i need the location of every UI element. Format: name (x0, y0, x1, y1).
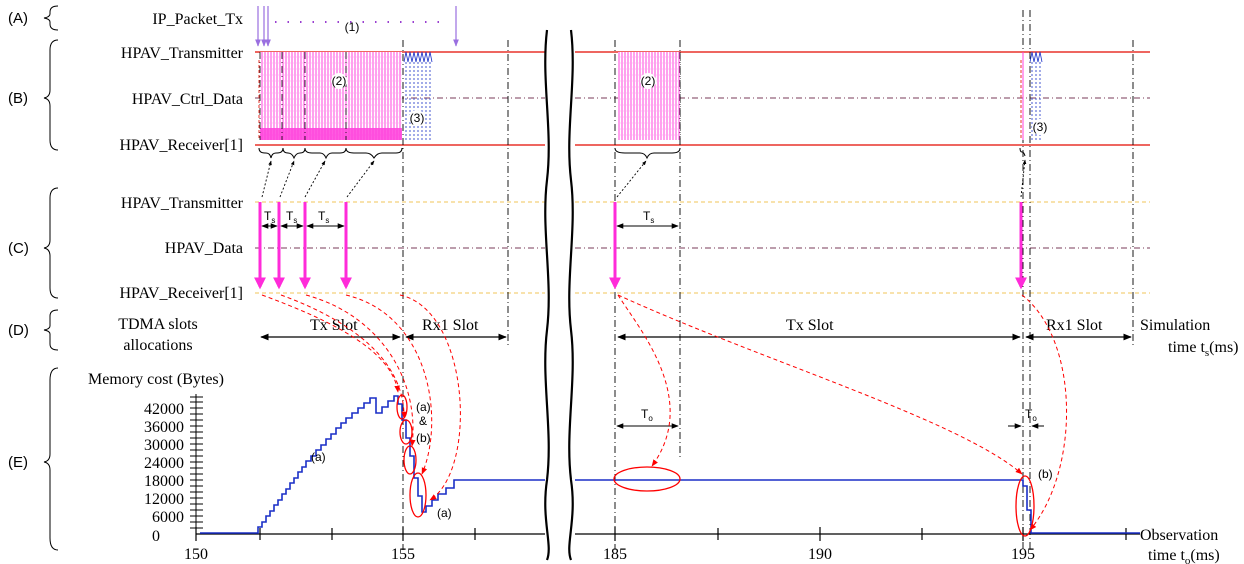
segment-braces (258, 147, 1026, 160)
lane-label-b-transmitter: HPAV_Transmitter (121, 45, 244, 62)
sim-time-line2: time ts(ms) (1168, 339, 1239, 359)
ts-label-3: Ts (318, 209, 329, 225)
ellipse-low (409, 472, 427, 518)
ip-packet-arrivals (255, 6, 459, 47)
label-a-upper: (a) (416, 400, 431, 414)
ts-label-2: Ts (286, 209, 297, 225)
marker-3-right-bg (1032, 119, 1048, 135)
label-a-ramp: (a) (311, 450, 326, 464)
marker-3-right: (3) (1033, 120, 1048, 134)
slot-label-rx-2: Rx1 Slot (1046, 317, 1103, 334)
marker-1: (1) (345, 20, 360, 34)
lane-label-c-data: HPAV_Data (165, 240, 243, 257)
mapping-curves (261, 294, 1068, 531)
highlight-ellipses (396, 394, 1035, 537)
x-tick-190: 190 (808, 546, 832, 563)
lane-label-c-receiver: HPAV_Receiver[1] (119, 285, 243, 302)
lane-label-b-receiver: HPAV_Receiver[1] (119, 137, 243, 154)
break-line-left (544, 29, 550, 561)
marker-2-left-bg (331, 73, 347, 89)
x-tick-150: 150 (184, 546, 208, 563)
marker-3-left: (3) (410, 111, 425, 125)
lane-label-c-transmitter: HPAV_Transmitter (121, 195, 244, 212)
slot-label-tx-2: Tx Slot (786, 317, 834, 334)
y-tick-0: 0 (152, 528, 160, 545)
obs-time-line2: time to(ms) (1148, 547, 1220, 564)
group-braces (43, 5, 59, 551)
y-tick-42000: 42000 (144, 401, 184, 418)
marker-2-left: (2) (332, 74, 347, 88)
ellipse-mid-1 (399, 419, 413, 445)
label-a-lower: (a) (437, 506, 452, 520)
group-label-c: (C) (8, 240, 29, 257)
label-amp: & (419, 414, 427, 428)
memory-y-axis (190, 394, 203, 534)
y-tick-18000: 18000 (144, 473, 184, 490)
y-tick-6000: 6000 (152, 509, 184, 526)
ts-label-1: Ts (264, 209, 275, 225)
memory-curve (200, 395, 545, 534)
lane-label-tdma-2: allocations (123, 337, 192, 354)
brace-links (261, 159, 1027, 198)
to-label-2: To (1025, 407, 1037, 423)
group-label-d: (D) (8, 322, 29, 339)
marker-2-right: (2) (641, 74, 656, 88)
ack-arrows-left (403, 51, 433, 140)
break-line-right (568, 29, 574, 561)
b-transmission-blocks (259, 52, 1024, 140)
y-tick-24000: 24000 (144, 455, 184, 472)
x-tick-195: 195 (1011, 546, 1035, 563)
lane-label-b-ctrl-data: HPAV_Ctrl_Data (132, 91, 243, 108)
group-label-b: (B) (8, 90, 28, 107)
slot-label-rx-1: Rx1 Slot (422, 317, 479, 334)
x-tick-labels: 150 155 185 190 195 (184, 546, 1035, 563)
y-tick-labels: 42000 36000 30000 24000 18000 12000 6000… (144, 401, 184, 545)
to-label-1: To (641, 407, 653, 423)
axis-break (544, 29, 574, 561)
y-tick-36000: 36000 (144, 419, 184, 436)
memory-x-axis (195, 527, 1140, 541)
group-label-a: (A) (8, 10, 28, 27)
marker-3-left-bg (409, 110, 425, 126)
rx-markers (258, 60, 1022, 140)
y-tick-30000: 30000 (144, 437, 184, 454)
lane-label-tdma-1: TDMA slots (118, 316, 198, 333)
ellipse-top (396, 394, 408, 420)
memory-axis-label: Memory cost (Bytes) (88, 371, 224, 388)
x-tick-185: 185 (603, 546, 627, 563)
label-b-right: (b) (1038, 467, 1053, 481)
marker-2-right-bg (640, 73, 656, 89)
memory-curve-right (575, 479, 1140, 534)
sim-time-line1: Simulation (1140, 317, 1210, 334)
y-tick-12000: 12000 (144, 491, 184, 508)
tx-block-left-dense (260, 128, 402, 140)
ellipse-drop (1015, 475, 1035, 537)
c-transmissions (254, 202, 1027, 290)
x-tick-155: 155 (391, 546, 415, 563)
tx-block-right (618, 52, 680, 140)
lane-label-ip-packet-tx: IP_Packet_Tx (152, 11, 243, 28)
label-b-mid: (b) (416, 431, 431, 445)
ts-label-4: Ts (643, 209, 654, 225)
group-label-e: (E) (8, 454, 28, 471)
obs-time-line1: Observation (1140, 527, 1218, 544)
tx-block-left (260, 52, 402, 140)
ellipse-flat (613, 466, 681, 492)
